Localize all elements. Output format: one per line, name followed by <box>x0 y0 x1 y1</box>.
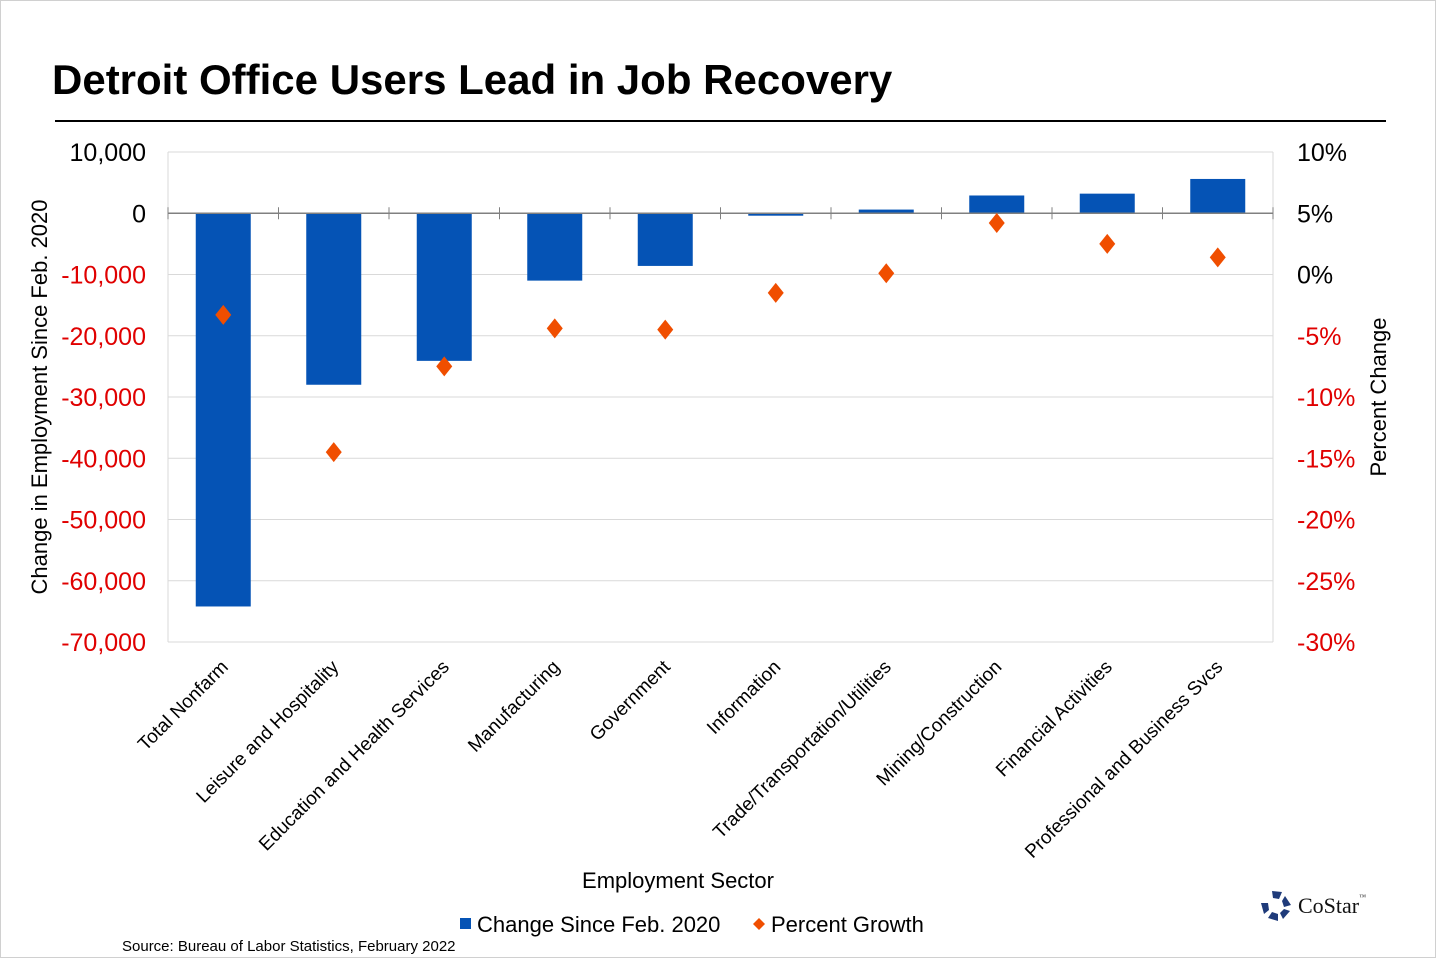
y-tick-label: 0 <box>132 200 146 228</box>
category-label: Government <box>586 656 675 745</box>
point-9 <box>1209 247 1226 268</box>
title-rule <box>55 120 1386 122</box>
y-tick-label: -60,000 <box>61 568 146 596</box>
bar-1 <box>306 213 362 385</box>
y2-tick-label: -25% <box>1297 568 1355 596</box>
y2-tick-label: 5% <box>1297 200 1333 228</box>
point-5 <box>767 282 784 303</box>
legend-diamond-swatch <box>753 918 765 930</box>
bar-8 <box>1079 193 1135 214</box>
category-label: Education and Health Services <box>255 657 454 856</box>
category-label: Mining/Construction <box>873 657 1007 791</box>
logo-tm: ™ <box>1359 893 1366 901</box>
legend-scatter-label: Percent Growth <box>771 912 924 937</box>
legend-bar-swatch <box>460 918 471 929</box>
point-2 <box>436 356 453 377</box>
y2-tick-label: 10% <box>1297 139 1347 167</box>
y2-tick-label: -15% <box>1297 445 1355 473</box>
y-tick-label: 10,000 <box>70 139 146 167</box>
costar-logo: CoStar™ <box>1260 890 1366 922</box>
bar-3 <box>527 213 583 281</box>
category-label: Professional and Business Svcs <box>1021 657 1227 863</box>
y-tick-label: -40,000 <box>61 445 146 473</box>
y-tick-label: -10,000 <box>61 262 146 290</box>
y2-tick-label: -5% <box>1297 323 1341 351</box>
legend-bar-label: Change Since Feb. 2020 <box>477 912 720 937</box>
y2-tick-label: -20% <box>1297 507 1355 535</box>
y2-tick-label: -30% <box>1297 629 1355 657</box>
x-axis-title: Employment Sector <box>582 868 774 893</box>
bar-5 <box>748 213 804 216</box>
point-1 <box>325 442 342 463</box>
bar-4 <box>637 213 693 266</box>
point-0 <box>215 304 232 325</box>
y-tick-label: -50,000 <box>61 507 146 535</box>
bar-6 <box>858 209 914 214</box>
y-tick-label: -70,000 <box>61 629 146 657</box>
y-tick-label: -20,000 <box>61 323 146 351</box>
bar-9 <box>1190 178 1246 214</box>
y-axis-title: Change in Employment Since Feb. 2020 <box>27 199 52 594</box>
y2-tick-label: -10% <box>1297 384 1355 412</box>
y-tick-label: -30,000 <box>61 384 146 412</box>
point-4 <box>657 319 674 340</box>
bar-2 <box>416 213 472 361</box>
bar-0 <box>195 213 251 607</box>
point-6 <box>878 263 895 284</box>
y2-axis-title: Percent Change <box>1366 318 1391 477</box>
logo-text: CoStar™ <box>1298 893 1366 919</box>
category-label: Information <box>703 657 785 739</box>
source-note: Source: Bureau of Labor Statistics, Febr… <box>122 938 456 955</box>
chart-title: Detroit Office Users Lead in Job Recover… <box>52 56 893 103</box>
category-label: Trade/Transportation/Utilities <box>709 657 895 843</box>
point-8 <box>1099 233 1116 254</box>
point-3 <box>546 318 563 339</box>
y2-tick-label: 0% <box>1297 262 1333 290</box>
category-label: Manufacturing <box>464 657 564 757</box>
logo-wordmark: CoStar <box>1298 893 1360 918</box>
costar-star-icon <box>1261 891 1291 921</box>
point-7 <box>988 213 1005 234</box>
category-label: Financial Activities <box>992 657 1117 782</box>
category-label: Total Nonfarm <box>134 657 232 755</box>
bar-7 <box>969 195 1025 214</box>
